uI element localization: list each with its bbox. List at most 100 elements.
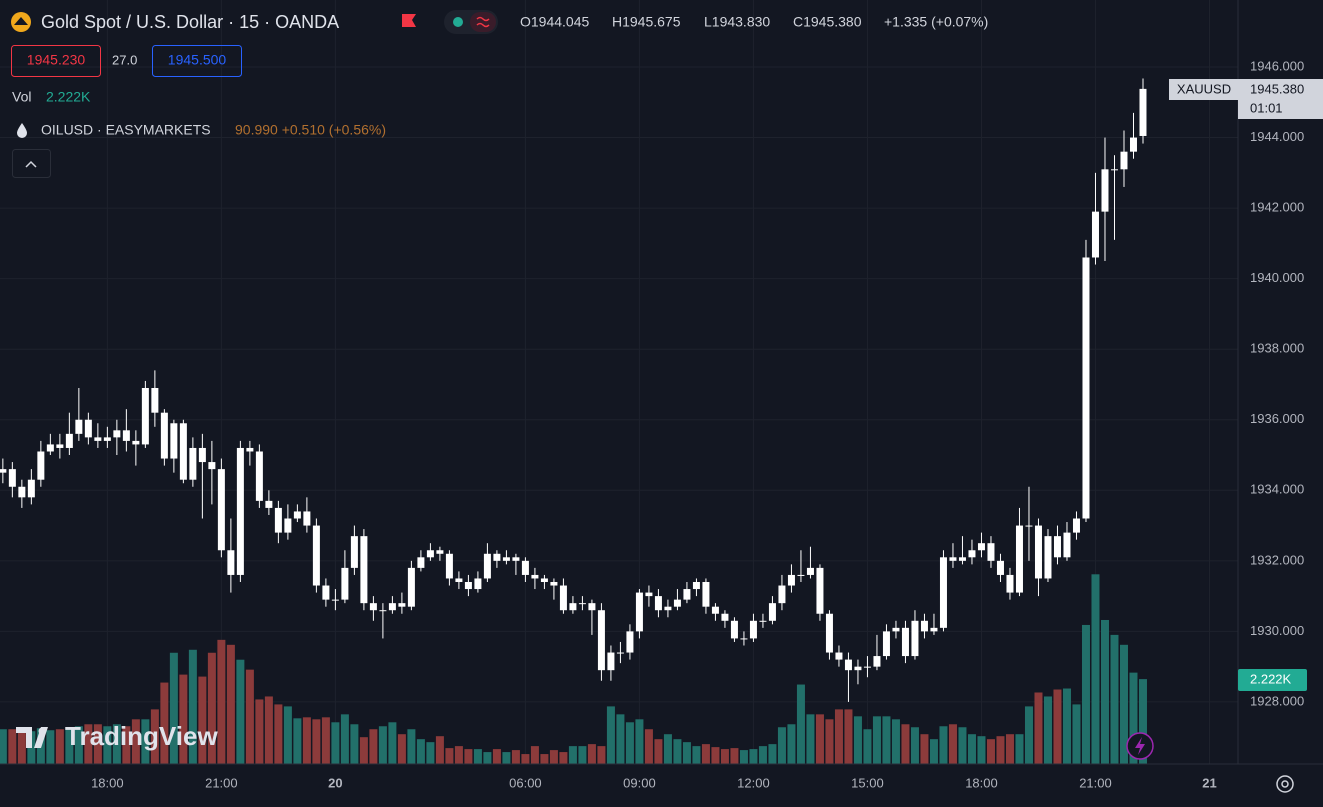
sell-button[interactable]	[11, 45, 101, 77]
volume-bar	[796, 684, 805, 764]
volume-bar	[777, 727, 786, 764]
volume-legend-label: Vol	[12, 89, 31, 105]
candle-body	[1063, 532, 1071, 558]
volume-bar	[435, 736, 444, 764]
volume-bar	[378, 726, 387, 764]
candle-body	[398, 603, 406, 607]
volume-bar	[616, 714, 625, 764]
volume-bar	[578, 746, 587, 764]
logo-text[interactable]: TradingView	[65, 721, 218, 751]
candle-body	[759, 620, 767, 622]
volume-bar	[255, 699, 264, 764]
candle-body	[360, 536, 368, 604]
volume-bar	[397, 734, 406, 764]
volume-bar	[977, 736, 986, 764]
candle-body	[816, 567, 824, 614]
candle-body	[825, 613, 833, 653]
delay-badge	[470, 12, 496, 32]
volume-bar	[606, 706, 615, 764]
x-tick-label: 18:00	[965, 775, 998, 790]
volume-bar	[65, 729, 74, 764]
volume-bar	[549, 750, 558, 764]
flag-icon[interactable]	[402, 14, 416, 27]
symbol-tag	[1169, 79, 1238, 100]
candle-body	[854, 666, 862, 671]
y-tick-label: 1938.000	[1250, 341, 1304, 356]
candle-body	[673, 599, 681, 607]
candle-body	[94, 437, 102, 441]
candle-body	[531, 574, 539, 579]
volume-bar	[1062, 688, 1071, 764]
candle-body	[1025, 525, 1033, 527]
y-tick-label: 1946.000	[1250, 58, 1304, 73]
candle-body	[455, 578, 463, 582]
x-tick-label: 06:00	[509, 775, 542, 790]
delay-icon	[476, 16, 490, 28]
candle-layer	[0, 78, 1147, 702]
volume-bar	[1005, 734, 1014, 764]
ohlc-change: +1.335 (+0.07%)	[884, 14, 988, 30]
candle-body	[768, 603, 776, 621]
price-tag-countdown: 01:01	[1250, 100, 1283, 115]
candle-body	[901, 627, 909, 657]
candle-body	[388, 603, 396, 611]
volume-bar	[359, 737, 368, 764]
candle-body	[1044, 536, 1052, 579]
candle-body	[645, 592, 653, 597]
volume-bar	[920, 734, 929, 764]
candle-body	[626, 631, 634, 653]
candle-body	[198, 447, 206, 463]
volume-bar	[93, 724, 102, 764]
candle-body	[84, 419, 92, 438]
volume-bar	[236, 659, 245, 764]
candle-body	[331, 599, 339, 601]
volume-bar	[492, 749, 501, 764]
candle-body	[1072, 518, 1080, 533]
volume-bar	[758, 746, 767, 764]
volume-bar	[283, 706, 292, 764]
ohlc-high: H1945.675	[612, 14, 681, 30]
candle-body	[968, 550, 976, 558]
volume-bar	[730, 748, 739, 764]
x-tick-label: 12:00	[737, 775, 770, 790]
volume-bar	[644, 729, 653, 764]
candle-body	[892, 627, 900, 632]
candle-body	[246, 447, 254, 452]
sell-price: 1945.230	[27, 52, 86, 68]
candle-body	[445, 553, 453, 579]
candle-body	[160, 412, 168, 459]
candle-body	[692, 581, 700, 590]
volume-bar	[407, 729, 416, 764]
volume-bar	[1091, 574, 1100, 764]
candle-body	[46, 444, 54, 452]
volume-bar	[426, 742, 435, 764]
candle-body	[749, 620, 757, 639]
volume-bar	[1015, 734, 1024, 764]
alert-icon	[1135, 737, 1145, 755]
candle-body	[559, 585, 567, 611]
x-tick-label: 21	[1202, 775, 1216, 790]
candle-body	[236, 447, 244, 575]
candle-body	[797, 574, 805, 576]
volume-bar	[587, 744, 596, 764]
candle-body	[179, 423, 187, 480]
candle-body	[787, 574, 795, 586]
candle-body	[341, 567, 349, 600]
symbol-title[interactable]: Gold Spot / U.S. Dollar · 15 · OANDA	[41, 12, 339, 32]
volume-bar	[1053, 689, 1062, 764]
y-tick-label: 1928.000	[1250, 693, 1304, 708]
candle-body	[939, 557, 947, 628]
symbol-tag-text: XAUUSD	[1177, 81, 1231, 96]
volume-bar	[74, 726, 83, 764]
volume-bar	[312, 719, 321, 764]
collapse-icon	[25, 160, 37, 168]
buy-button[interactable]	[152, 45, 242, 77]
x-tick-label: 20	[328, 775, 342, 790]
settings-button[interactable]	[1276, 775, 1294, 793]
candle-body	[550, 581, 558, 586]
candle-body	[1082, 257, 1090, 519]
compare-symbol[interactable]: OILUSD · EASYMARKETS	[41, 122, 211, 138]
candle-body	[569, 603, 577, 611]
volume-bar	[967, 734, 976, 764]
volume-bar	[331, 722, 340, 764]
